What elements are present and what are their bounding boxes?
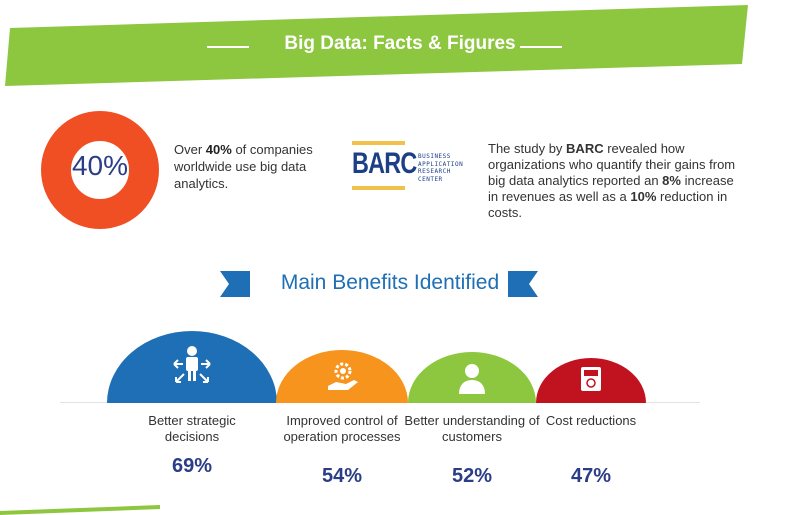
title-banner: Big Data: Facts & Figures <box>0 0 800 90</box>
fact2-text: reduction in costs. <box>488 189 728 220</box>
fact1-post: of companies worldwide use big data anal… <box>174 142 313 191</box>
fact2-bold-revenue: 8% <box>662 173 681 188</box>
benefit-value-customers: 52% <box>451 465 493 487</box>
benefit-value-operations: 54% <box>321 465 363 487</box>
fact2-bold-cost: 10% <box>630 189 657 204</box>
banner-line-left <box>207 46 249 48</box>
bottom-accent-bar <box>0 505 160 515</box>
fact-barc-study: The study by BARC revealed how organizat… <box>488 141 738 221</box>
benefit-value-strategic: 69% <box>171 455 213 477</box>
section-title: Main Benefits Identified <box>280 271 500 294</box>
barc-logo-subtitle: BUSINESS APPLICATION RESEARCH CENTER <box>418 153 480 183</box>
fact2-text: The study by <box>488 141 567 156</box>
fact2-bold-barc: BARC <box>566 141 604 156</box>
donut-chart <box>41 111 159 229</box>
benefit-label-operations: Improved control of operation processes <box>283 413 401 444</box>
benefit-dome-operations <box>276 350 408 403</box>
benefit-label-customers: Better understanding of customers <box>404 413 540 444</box>
benefits-heading: Main Benefits Identified <box>0 267 800 301</box>
benefit-dome-customers <box>408 352 536 403</box>
ribbon-right-icon <box>508 271 538 297</box>
benefit-value-cost: 47% <box>570 465 612 487</box>
benefit-dome-cost <box>536 358 646 403</box>
barc-sub-line: CENTER <box>418 175 443 183</box>
customer-icon <box>459 364 485 394</box>
barc-logo-bar-bottom <box>352 186 405 190</box>
cash-register-icon <box>581 367 601 391</box>
decision-person-icon <box>173 346 211 383</box>
fact2-text: increase in revenues as well as a <box>488 173 734 204</box>
banner-background <box>5 5 748 86</box>
benefit-label-strategic: Better strategic decisions <box>148 413 236 444</box>
barc-logo-bar-top <box>352 141 405 145</box>
benefit-label-cost: Cost reductions <box>545 413 637 428</box>
barc-sub-line: RESEARCH <box>418 168 451 175</box>
fact2-text: revealed how organizations who quantify … <box>488 141 736 188</box>
page-title: Big Data: Facts & Figures <box>284 33 516 54</box>
barc-sub-line: BUSINESS <box>418 153 451 160</box>
gear-hand-icon <box>328 362 358 390</box>
barc-sub-line: APPLICATION <box>418 160 464 168</box>
fact1-pre: Over <box>174 142 206 157</box>
banner-line-right <box>520 46 562 48</box>
fact1-highlight: 40% <box>205 142 232 157</box>
donut-percent-label: 40% <box>71 150 129 181</box>
donut-segment-rest <box>41 111 159 229</box>
fact-companies: Over 40% of companies worldwide use big … <box>174 141 354 192</box>
benefit-dome-strategic <box>107 331 277 403</box>
barc-logo-word: BARC <box>352 147 417 180</box>
barc-logo: BARC BUSINESS APPLICATION RESEARCH CENTE… <box>350 141 480 191</box>
ribbon-left-icon <box>220 271 250 297</box>
